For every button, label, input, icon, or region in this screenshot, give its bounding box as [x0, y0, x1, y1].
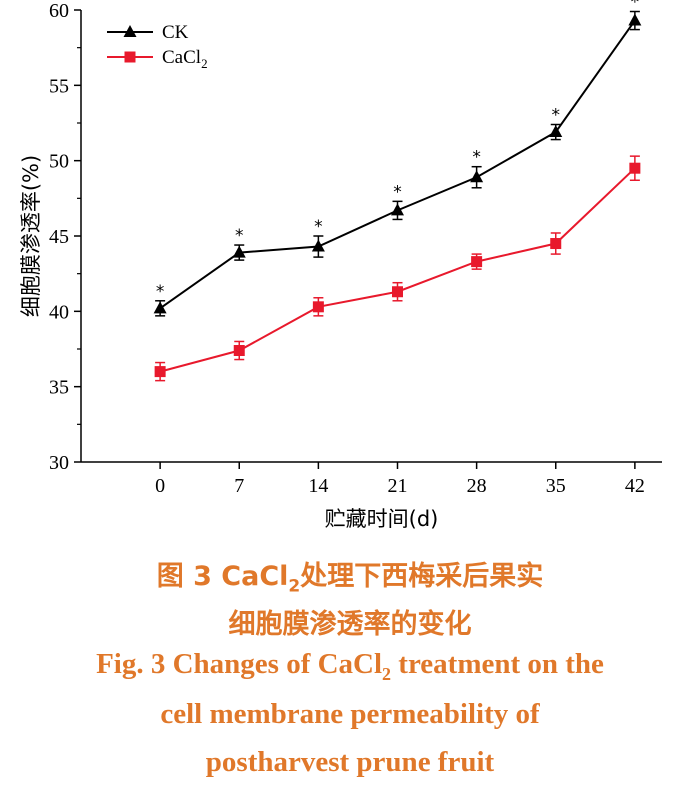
- data-point-cacl2: [471, 256, 483, 268]
- caption-en-fig-label: Fig. 3 Changes of CaCl: [96, 648, 383, 680]
- data-point-cacl2: [550, 238, 562, 250]
- legend-marker-cacl2: [124, 51, 136, 63]
- legend-label-cacl2: CaCl2: [162, 47, 208, 71]
- data-point-ck: [390, 203, 404, 216]
- x-tick-label: 7: [234, 475, 244, 497]
- significance-marker: *: [631, 0, 640, 13]
- y-tick-label: 55: [49, 75, 69, 97]
- data-point-ck: [311, 239, 325, 252]
- x-axis-label: 贮藏时间(d): [325, 507, 439, 531]
- significance-marker: *: [156, 282, 165, 302]
- x-tick-label: 42: [625, 475, 645, 497]
- caption-zh-subscript: 2: [288, 576, 301, 597]
- y-tick-label: 40: [49, 301, 69, 323]
- plot-area: 30 35 40 45 50 55 60 0 7 14 21 28 35 42 * * * * * * *: [49, 0, 662, 497]
- x-tick-label: 21: [387, 475, 407, 497]
- caption-en-subscript: 2: [382, 663, 392, 684]
- caption-en-line-1: Fig. 3 Changes of CaCl2 treatment on the: [0, 648, 700, 685]
- data-point-ck: [232, 245, 246, 258]
- data-point-ck: [470, 170, 484, 183]
- legend-label-ck: CK: [162, 22, 189, 43]
- data-point-cacl2: [154, 366, 166, 378]
- caption-zh-line-2: 细胞膜渗透率的变化: [228, 609, 472, 640]
- data-point-cacl2: [233, 345, 245, 357]
- x-tick-label: 28: [467, 475, 487, 497]
- x-tick-label: 14: [308, 475, 328, 497]
- significance-marker: *: [314, 217, 323, 237]
- caption-zh-fig-label: 图 3 CaCl: [156, 561, 289, 592]
- data-point-ck: [153, 301, 167, 314]
- series-line-ck: [159, 19, 636, 310]
- y-tick-label: 45: [49, 226, 69, 248]
- line-chart: 30 35 40 45 50 55 60 0 7 14 21 28 35 42 * * * * * * * 细胞膜渗透率…: [19, 0, 662, 531]
- caption-en-line-2: cell membrane permeability of: [160, 698, 540, 730]
- data-point-cacl2: [391, 286, 403, 298]
- y-tick-label: 50: [49, 151, 69, 173]
- significance-marker: *: [393, 182, 402, 202]
- significance-marker: *: [551, 106, 560, 126]
- caption-zh-line-1: 图 3 CaCl2处理下西梅采后果实: [0, 554, 700, 596]
- x-tick-label: 0: [155, 475, 165, 497]
- significance-marker: *: [472, 148, 481, 168]
- caption-en-text: treatment on the: [391, 648, 604, 680]
- caption-zh-text: 处理下西梅采后果实: [300, 561, 544, 592]
- x-tick-label: 35: [546, 475, 566, 497]
- data-point-cacl2: [629, 162, 641, 174]
- data-point-ck: [549, 125, 563, 138]
- y-axis-label: 细胞膜渗透率(%): [19, 155, 43, 317]
- data-point-cacl2: [312, 301, 324, 313]
- y-tick-label: 35: [49, 377, 69, 399]
- legend: CK CaCl2: [107, 22, 208, 71]
- legend-marker-ck: [123, 25, 137, 37]
- significance-marker: *: [235, 226, 244, 246]
- data-point-ck: [628, 13, 642, 26]
- y-tick-label: 60: [49, 0, 69, 22]
- y-tick-label: 30: [49, 452, 69, 474]
- caption-en-line-3: postharvest prune fruit: [205, 746, 495, 778]
